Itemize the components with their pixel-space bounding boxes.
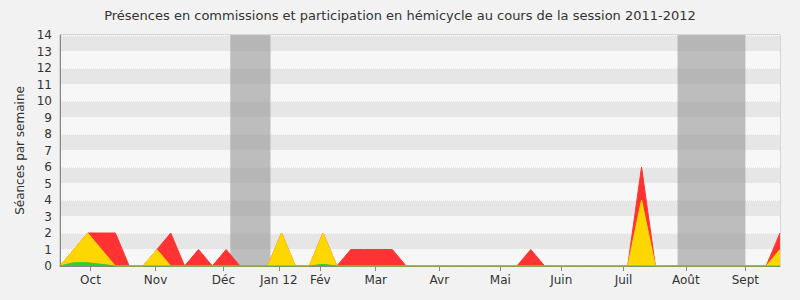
svg-text:14: 14 — [37, 28, 52, 42]
svg-text:8: 8 — [44, 127, 52, 141]
svg-text:4: 4 — [44, 193, 52, 207]
svg-text:Mar: Mar — [364, 273, 387, 287]
svg-text:Juin: Juin — [549, 273, 572, 287]
svg-text:Déc: Déc — [212, 273, 235, 287]
svg-text:11: 11 — [37, 78, 52, 92]
svg-text:9: 9 — [44, 111, 52, 125]
svg-text:Séances par semaine: Séances par semaine — [13, 86, 27, 215]
svg-text:Nov: Nov — [144, 273, 167, 287]
svg-text:Juil: Juil — [614, 273, 633, 287]
svg-text:Avr: Avr — [430, 273, 450, 287]
svg-text:Présences en commissions et pa: Présences en commissions et participatio… — [104, 8, 696, 23]
svg-text:Fév: Fév — [310, 273, 331, 287]
svg-text:13: 13 — [37, 45, 52, 59]
svg-text:6: 6 — [44, 160, 52, 174]
svg-text:10: 10 — [37, 94, 52, 108]
svg-text:5: 5 — [44, 177, 52, 191]
svg-text:Oct: Oct — [80, 273, 101, 287]
svg-text:1: 1 — [44, 243, 52, 257]
svg-text:Sept: Sept — [732, 273, 760, 287]
svg-text:12: 12 — [37, 61, 52, 75]
svg-text:0: 0 — [44, 259, 52, 273]
svg-text:Jan 12: Jan 12 — [259, 273, 298, 287]
svg-text:3: 3 — [44, 210, 52, 224]
svg-text:Mai: Mai — [490, 273, 511, 287]
svg-text:2: 2 — [44, 226, 52, 240]
svg-text:7: 7 — [44, 144, 52, 158]
svg-text:Août: Août — [672, 273, 700, 287]
